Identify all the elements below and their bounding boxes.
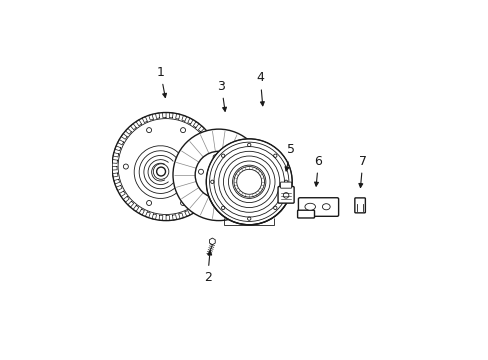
Polygon shape xyxy=(209,238,215,245)
Text: 6: 6 xyxy=(314,154,322,186)
Text: 7: 7 xyxy=(358,154,366,188)
Circle shape xyxy=(173,129,264,221)
Circle shape xyxy=(146,201,151,206)
Circle shape xyxy=(202,154,207,159)
FancyBboxPatch shape xyxy=(354,198,365,213)
FancyBboxPatch shape xyxy=(280,182,291,188)
Ellipse shape xyxy=(322,204,329,210)
Text: 4: 4 xyxy=(256,71,264,106)
FancyBboxPatch shape xyxy=(298,198,338,216)
Circle shape xyxy=(213,155,218,159)
Text: 5: 5 xyxy=(285,143,294,171)
Text: 2: 2 xyxy=(203,251,211,284)
Circle shape xyxy=(231,163,236,168)
Circle shape xyxy=(180,128,185,132)
Ellipse shape xyxy=(305,203,315,210)
Circle shape xyxy=(123,164,128,169)
Circle shape xyxy=(112,112,220,221)
Circle shape xyxy=(206,139,292,225)
Circle shape xyxy=(195,151,242,198)
FancyBboxPatch shape xyxy=(278,186,293,203)
Text: 3: 3 xyxy=(217,80,226,111)
FancyBboxPatch shape xyxy=(297,210,314,218)
Circle shape xyxy=(202,175,207,179)
Circle shape xyxy=(180,201,185,206)
Text: 1: 1 xyxy=(156,66,166,98)
Circle shape xyxy=(146,128,151,132)
FancyBboxPatch shape xyxy=(356,203,363,211)
Circle shape xyxy=(227,186,232,191)
Circle shape xyxy=(198,169,203,174)
Circle shape xyxy=(210,189,215,194)
